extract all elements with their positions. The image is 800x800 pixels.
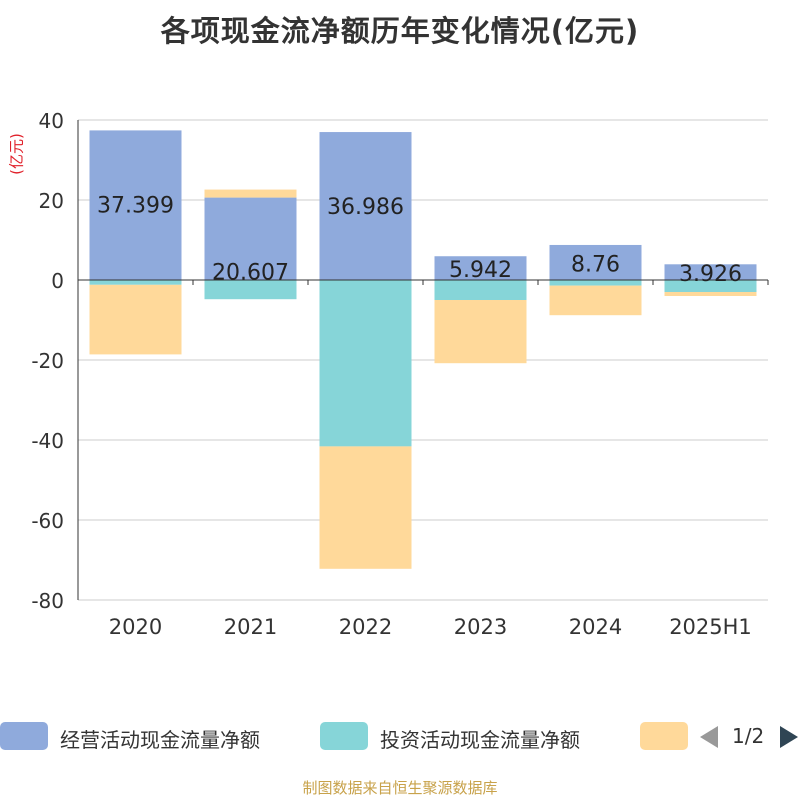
legend-label-operating: 经营活动现金流量净额 xyxy=(60,728,260,752)
bar-segment xyxy=(319,280,412,447)
data-label: 37.399 xyxy=(97,193,174,218)
triangle-left-icon[interactable] xyxy=(700,726,718,748)
bar-segment xyxy=(549,244,642,280)
data-label: 3.926 xyxy=(679,262,742,287)
y-tick-label: -80 xyxy=(31,589,64,613)
bar-segment xyxy=(89,284,182,355)
bar-segment xyxy=(434,256,527,280)
legend-pager: 1/2 xyxy=(700,722,800,752)
y-tick-label: 20 xyxy=(39,189,64,213)
legend-label-investing: 投资活动现金流量净额 xyxy=(380,728,580,752)
bar-segment xyxy=(664,280,757,292)
legend-swatch-financing xyxy=(640,722,688,750)
bars xyxy=(89,130,757,569)
bar-segment xyxy=(664,292,757,296)
legend-page-indicator: 1/2 xyxy=(732,724,765,748)
bar-chart: 40 20 0 -20 -40 -60 -80 2020 2021 2022 2023 2024 202… xyxy=(31,109,769,639)
y-tick-label: 0 xyxy=(51,269,64,293)
y-tick-label: -60 xyxy=(31,509,64,533)
data-label: 20.607 xyxy=(212,261,289,286)
x-tick-label: 2020 xyxy=(109,615,162,639)
bar-segment xyxy=(664,264,757,280)
x-tick-label: 2021 xyxy=(224,615,277,639)
x-tick-label: 2022 xyxy=(339,615,392,639)
legend-swatch-operating xyxy=(0,722,48,750)
bar-segment xyxy=(549,280,642,286)
bar-segment xyxy=(204,280,297,300)
legend: 经营活动现金流量净额 投资活动现金流量净额 1/2 xyxy=(0,714,800,758)
legend-swatch-investing xyxy=(320,722,368,750)
bar-segment xyxy=(434,280,527,300)
data-label: 36.986 xyxy=(327,195,404,220)
bar-segment xyxy=(204,197,297,280)
y-tick-label: -20 xyxy=(31,349,64,373)
axes: 40 20 0 -20 -40 -60 -80 2020 2021 2022 2023 2024 202… xyxy=(31,109,769,639)
x-tick-label: 2023 xyxy=(454,615,507,639)
bar-segment xyxy=(89,280,182,285)
bar-segment xyxy=(549,285,642,316)
x-tick-label: 2024 xyxy=(569,615,622,639)
bar-segment xyxy=(434,300,527,364)
y-tick-label: 40 xyxy=(39,109,64,133)
source-note: 制图数据来自恒生聚源数据库 xyxy=(302,779,498,797)
bar-segment xyxy=(204,189,297,198)
data-labels: 37.399 20.607 36.986 5.942 8.76 3.926 xyxy=(97,193,742,287)
triangle-right-icon[interactable] xyxy=(780,726,798,748)
data-label: 8.76 xyxy=(571,252,620,277)
x-tick-label: 2025H1 xyxy=(669,615,752,639)
bar-segment xyxy=(319,132,412,280)
bar-segment xyxy=(89,130,182,280)
chart-title: 各项现金流净额历年变化情况(亿元) xyxy=(160,14,640,48)
bar-segment xyxy=(319,446,412,569)
y-tick-label: -40 xyxy=(31,429,64,453)
data-label: 5.942 xyxy=(449,258,512,283)
